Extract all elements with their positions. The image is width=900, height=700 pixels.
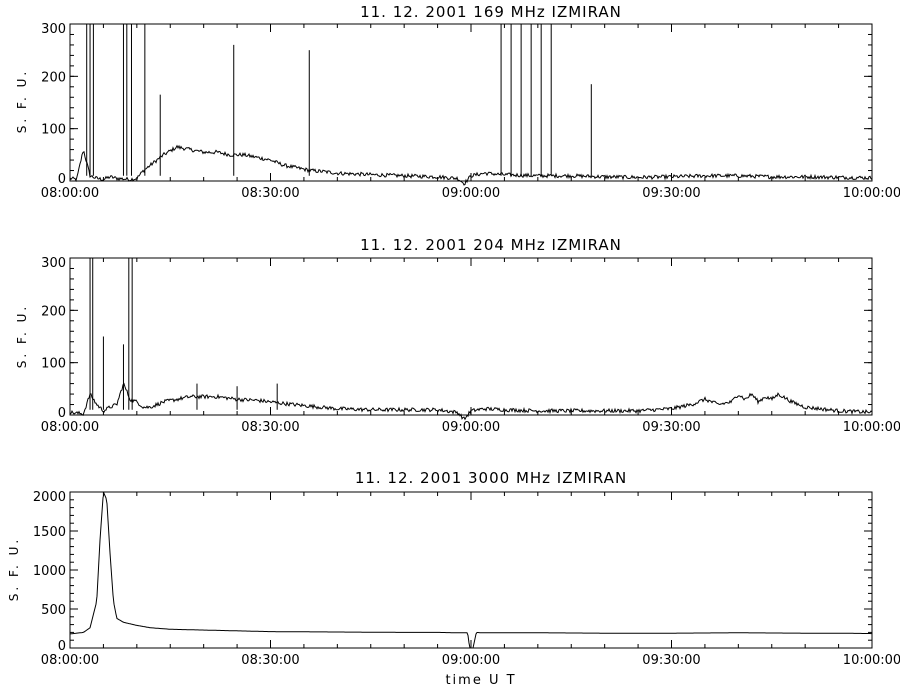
chart-title: 11. 12. 2001 169 MHz IZMIRAN (360, 3, 622, 21)
y-tick-label: 300 (41, 256, 66, 271)
y-tick-label: 100 (41, 357, 66, 372)
panel-3000mhz: 11. 12. 2001 3000 MHz IZMIRAN S. F. U. tim… (7, 469, 900, 688)
x-tick-label: 09:30:00 (642, 653, 700, 668)
y-tick-label: 100 (41, 123, 66, 138)
x-tick-label: 09:00:00 (442, 186, 500, 201)
chart-title: 11. 12. 2001 204 MHz IZMIRAN (360, 236, 622, 254)
y-tick-label: 300 (41, 22, 66, 37)
y-axis-label: S. F. U. (15, 304, 29, 368)
x-tick-label: 09:00:00 (442, 653, 500, 668)
y-tick-label: 2000 (33, 490, 66, 505)
x-tick-label: 09:30:00 (642, 186, 700, 201)
x-tick-label: 08:00:00 (41, 653, 99, 668)
x-tick-label: 08:30:00 (241, 653, 299, 668)
y-tick-label: 0 (58, 406, 66, 421)
x-tick-label: 09:00:00 (442, 420, 500, 435)
x-tick-label: 09:30:00 (642, 420, 700, 435)
y-tick-label: 1000 (33, 564, 66, 579)
plot-frame (69, 23, 873, 182)
x-tick-label: 10:00:00 (843, 653, 900, 668)
series-line (69, 382, 873, 421)
x-tick-label: 10:00:00 (843, 186, 900, 201)
y-tick-label: 200 (41, 304, 66, 319)
y-tick-label: 200 (41, 70, 66, 85)
y-axis-label: S. F. U. (15, 69, 29, 133)
x-axis-label: time U T (445, 673, 516, 688)
y-tick-label: 0 (58, 172, 66, 187)
y-tick-label: 500 (41, 603, 66, 618)
x-tick-label: 08:00:00 (41, 186, 99, 201)
y-tick-label: 1500 (33, 525, 66, 540)
series-line (69, 144, 873, 186)
plot-frame (69, 257, 873, 416)
panel-169mhz: 11. 12. 2001 169 MHz IZMIRAN S. F. U. 0 100… (15, 3, 900, 201)
series-line (69, 491, 872, 649)
y-tick-label: 0 (58, 639, 66, 654)
x-tick-label: 08:00:00 (41, 420, 99, 435)
y-axis-label: S. F. U. (7, 537, 21, 601)
panel-204mhz: 11. 12. 2001 204 MHz IZMIRAN S. F. U. 0 100… (15, 236, 900, 435)
x-tick-label: 08:30:00 (241, 420, 299, 435)
x-tick-label: 10:00:00 (843, 420, 900, 435)
x-tick-label: 08:30:00 (241, 186, 299, 201)
plot-frame (69, 491, 873, 649)
chart-title: 11. 12. 2001 3000 MHz IZMIRAN (355, 469, 627, 487)
